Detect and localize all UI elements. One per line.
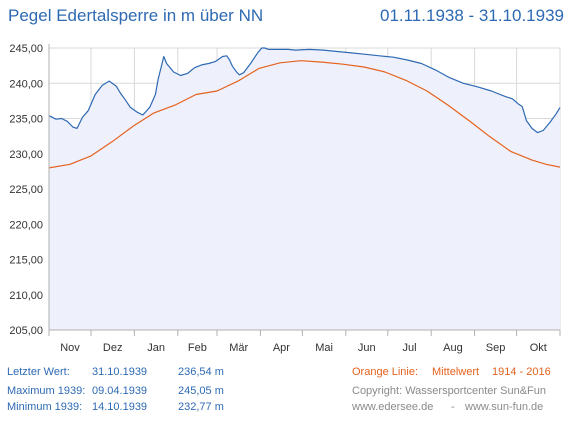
chart-title: Pegel Edertalsperre in m über NN [8,6,264,25]
x-tick-label: Mai [315,342,333,354]
water-level-area [49,48,560,330]
minimum-label: Minimum 1939: [7,401,83,413]
website-link-sun-fun[interactable]: www.sun-fun.de [465,401,544,413]
x-tick-label: Dez [103,342,123,354]
minimum-date: 14.10.1939 [92,401,148,413]
x-tick-label: Jan [147,342,165,354]
maximum-value: 245,05 m [178,385,224,397]
y-tick-label: 205,00 [9,325,43,337]
website-separator: - [451,401,455,413]
legend-mean: Mittelwert [432,366,480,378]
x-tick-label: Aug [443,342,463,354]
website-link-edersee[interactable]: www.edersee.de [352,401,434,413]
last-value-date: 31.10.1939 [92,366,148,378]
mean-level-line [48,60,561,169]
legend-years: 1914 - 2016 [492,366,551,378]
x-tick-label: Mär [229,342,248,354]
maximum-label: Maximum 1939: [7,385,86,397]
y-tick-label: 230,00 [9,149,43,161]
x-tick-label: Feb [188,342,207,354]
minimum-value: 232,77 m [178,401,224,413]
y-tick-label: 245,00 [9,43,43,55]
maximum-date: 09.04.1939 [92,385,148,397]
x-tick-label: Jul [402,342,416,354]
water-level-line [48,47,561,134]
y-tick-label: 240,00 [9,78,43,90]
y-tick-label: 235,00 [9,114,43,126]
legend-orange-line: Orange Linie: [352,366,419,378]
x-tick-label: Okt [530,342,547,354]
y-tick-label: 225,00 [9,184,43,196]
y-tick-label: 215,00 [9,255,43,267]
chart-period: 01.11.1938 - 31.10.1939 [379,6,564,25]
x-tick-label: Jun [358,342,376,354]
last-value: 236,54 m [178,366,224,378]
y-tick-label: 210,00 [9,290,43,302]
x-tick-label: Nov [60,342,80,354]
x-tick-label: Apr [273,342,290,354]
copyright-text: Copyright: Wassersportcenter Sun&Fun [352,385,547,397]
y-tick-label: 220,00 [9,219,43,231]
x-tick-label: Sep [486,342,506,354]
last-value-label: Letzter Wert: [7,366,70,378]
